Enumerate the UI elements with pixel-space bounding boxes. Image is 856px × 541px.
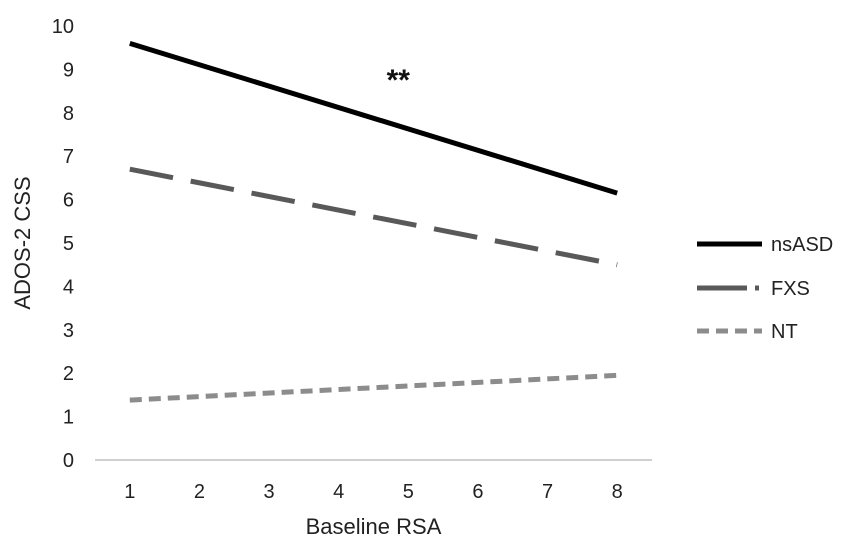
x-axis-ticks: 1 2 3 4 5 6 7 8 [124,481,623,503]
y-tick-label: 8 [63,103,74,125]
legend-item: NT [697,321,798,343]
y-tick-label: 10 [52,16,74,38]
significance-annotation: ** [387,64,411,97]
y-axis-ticks: 0 1 2 3 4 5 6 7 8 9 10 [52,16,74,472]
y-tick-label: 1 [63,407,74,429]
series-line-fxs [129,166,618,268]
annotations: ** [387,64,411,97]
y-tick-label: 6 [63,190,74,212]
legend-label: nsASD [771,234,833,256]
x-tick-label: 7 [542,481,553,503]
legend-label: NT [771,321,798,343]
legend-item: nsASD [697,234,833,256]
x-tick-label: 4 [333,481,344,503]
x-tick-label: 5 [403,481,414,503]
y-tick-label: 9 [63,59,74,81]
legend-label: FXS [771,278,810,300]
legend-item: FXS [697,278,810,300]
y-tick-label: 0 [63,450,74,472]
x-axis-title: Baseline RSA [306,514,442,539]
x-tick-label: 1 [124,481,135,503]
y-tick-label: 5 [63,233,74,255]
y-axis-title: ADOS-2 CSS [10,176,35,309]
series-line-nt [129,372,618,403]
y-tick-label: 4 [63,276,74,298]
y-tick-label: 3 [63,320,74,342]
x-tick-label: 3 [264,481,275,503]
y-tick-label: 7 [63,146,74,168]
series-line-nsasd [129,40,618,196]
x-tick-label: 2 [194,481,205,503]
legend: nsASD FXS NT [697,234,833,343]
x-tick-label: 6 [472,481,483,503]
series-lines [129,40,618,403]
y-tick-label: 2 [63,363,74,385]
x-tick-label: 8 [612,481,623,503]
